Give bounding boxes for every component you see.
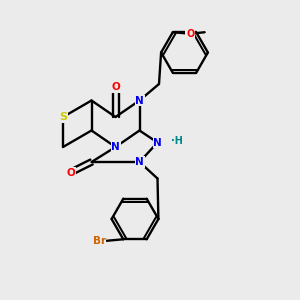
Text: O: O — [186, 29, 194, 39]
Text: N: N — [153, 137, 162, 148]
Text: Br: Br — [93, 236, 106, 246]
Text: S: S — [59, 112, 67, 122]
Text: N: N — [111, 142, 120, 152]
Text: O: O — [66, 167, 75, 178]
Text: N: N — [135, 95, 144, 106]
Text: N: N — [135, 157, 144, 167]
Text: O: O — [111, 82, 120, 92]
Text: ·H: ·H — [171, 136, 183, 146]
